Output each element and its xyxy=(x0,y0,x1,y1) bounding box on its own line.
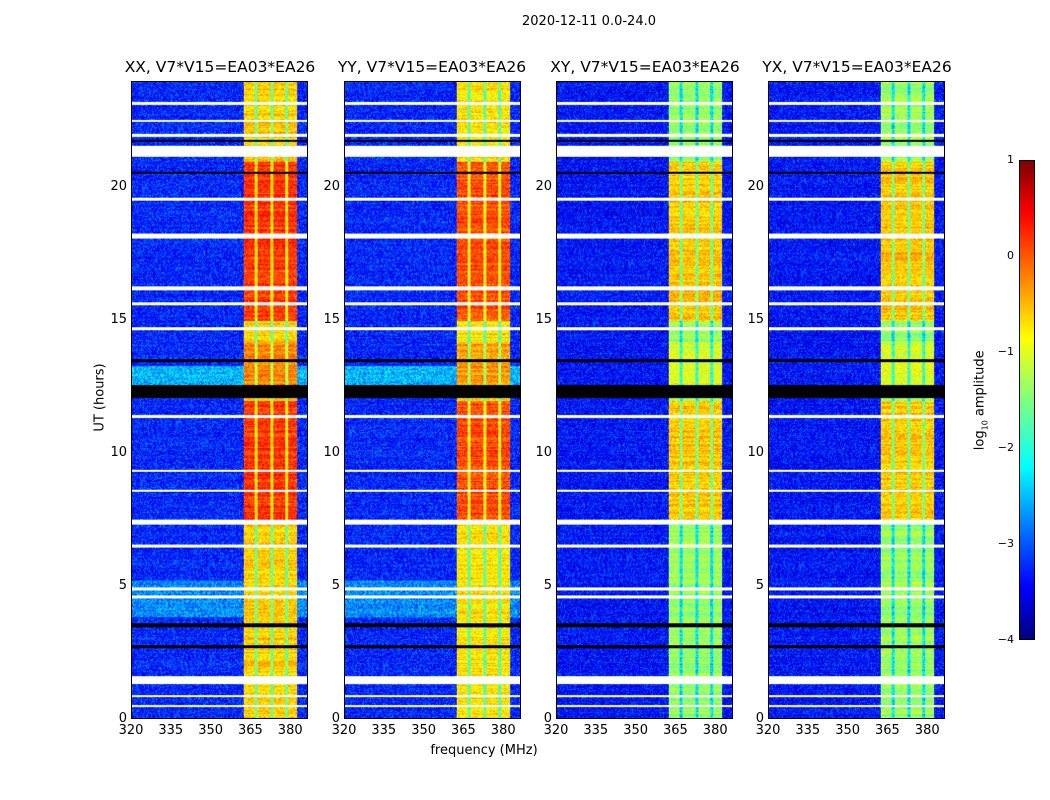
colorbar-tick-label: −2 xyxy=(997,441,1014,454)
x-tick-label: 350 xyxy=(623,723,649,738)
x-tick-label: 335 xyxy=(795,723,821,738)
heatmap-panel-yx xyxy=(768,81,945,719)
y-tick-label: 15 xyxy=(535,312,552,328)
heatmap-panel-xx xyxy=(131,81,308,719)
x-tick-label: 380 xyxy=(702,723,728,738)
x-tick-label: 380 xyxy=(277,723,303,738)
heatmap-panel-yy xyxy=(344,81,521,719)
x-tick-label: 350 xyxy=(411,723,437,738)
heatmap-xx xyxy=(132,82,307,718)
colorbar-tick-label: −3 xyxy=(997,537,1014,550)
y-tick-label: 20 xyxy=(535,179,552,195)
y-tick-label: 10 xyxy=(747,445,764,461)
x-tick-label: 320 xyxy=(755,723,781,738)
panel-title-xy: XY, V7*V15=EA03*EA26 xyxy=(550,58,740,76)
x-tick-label: 335 xyxy=(158,723,184,738)
y-tick-label: 10 xyxy=(323,445,340,461)
x-tick-label: 365 xyxy=(237,723,263,738)
x-tick-label: 320 xyxy=(543,723,569,738)
y-tick-label: 5 xyxy=(118,578,127,594)
x-tick-label: 350 xyxy=(198,723,224,738)
x-tick-label: 380 xyxy=(490,723,516,738)
colorbar-tick-label: −4 xyxy=(997,633,1014,646)
panel-title-yy: YY, V7*V15=EA03*EA26 xyxy=(337,58,527,76)
colorbar-label: log10 amplitude xyxy=(972,350,990,451)
y-tick-label: 20 xyxy=(110,179,127,195)
x-axis-label: frequency (MHz) xyxy=(430,743,538,758)
y-tick-label: 10 xyxy=(110,445,127,461)
y-tick-label: 15 xyxy=(323,312,340,328)
x-tick-label: 320 xyxy=(118,723,144,738)
panel-title-yx: YX, V7*V15=EA03*EA26 xyxy=(762,58,952,76)
y-tick-label: 5 xyxy=(331,578,340,594)
colorbar-tick-label: 0 xyxy=(1007,249,1014,262)
x-tick-label: 365 xyxy=(662,723,688,738)
panel-title-xx: XX, V7*V15=EA03*EA26 xyxy=(124,58,316,76)
y-tick-label: 0 xyxy=(118,711,127,726)
y-tick-label: 15 xyxy=(110,312,127,328)
y-tick-label: 0 xyxy=(543,711,552,726)
y-tick-label: 5 xyxy=(543,578,552,594)
x-tick-label: 365 xyxy=(874,723,900,738)
heatmap-yy xyxy=(345,82,520,718)
figure-title: 2020-12-11 0.0-24.0 xyxy=(522,14,656,29)
x-tick-label: 335 xyxy=(371,723,397,738)
colorbar-tick-label: 1 xyxy=(1007,153,1014,166)
x-tick-label: 365 xyxy=(450,723,476,738)
x-tick-label: 350 xyxy=(835,723,861,738)
heatmap-yx xyxy=(769,82,944,718)
colorbar xyxy=(1019,160,1035,640)
y-tick-label: 20 xyxy=(323,179,340,195)
y-tick-label: 10 xyxy=(535,445,552,461)
y-tick-label: 5 xyxy=(755,578,764,594)
colorbar-tick-label: −1 xyxy=(997,345,1014,358)
y-tick-label: 0 xyxy=(755,711,764,726)
x-tick-label: 380 xyxy=(914,723,940,738)
x-tick-label: 335 xyxy=(583,723,609,738)
y-tick-label: 20 xyxy=(747,179,764,195)
y-tick-label: 15 xyxy=(747,312,764,328)
heatmap-panel-xy xyxy=(556,81,733,719)
y-tick-label: 0 xyxy=(331,711,340,726)
x-tick-label: 320 xyxy=(331,723,357,738)
y-axis-label: UT (hours) xyxy=(92,363,108,432)
heatmap-xy xyxy=(557,82,732,718)
